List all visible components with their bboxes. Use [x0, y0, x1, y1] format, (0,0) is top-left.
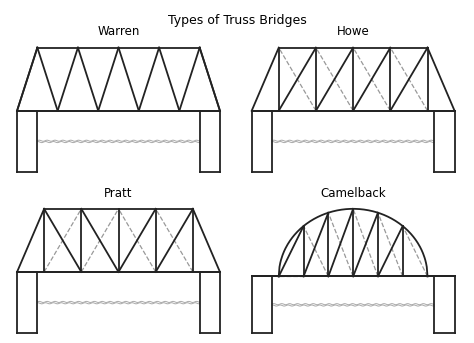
Text: Camelback: Camelback	[320, 187, 386, 200]
Text: Howe: Howe	[337, 25, 370, 38]
Text: Pratt: Pratt	[104, 187, 133, 200]
Text: Warren: Warren	[97, 25, 140, 38]
Text: Types of Truss Bridges: Types of Truss Bridges	[168, 14, 306, 27]
